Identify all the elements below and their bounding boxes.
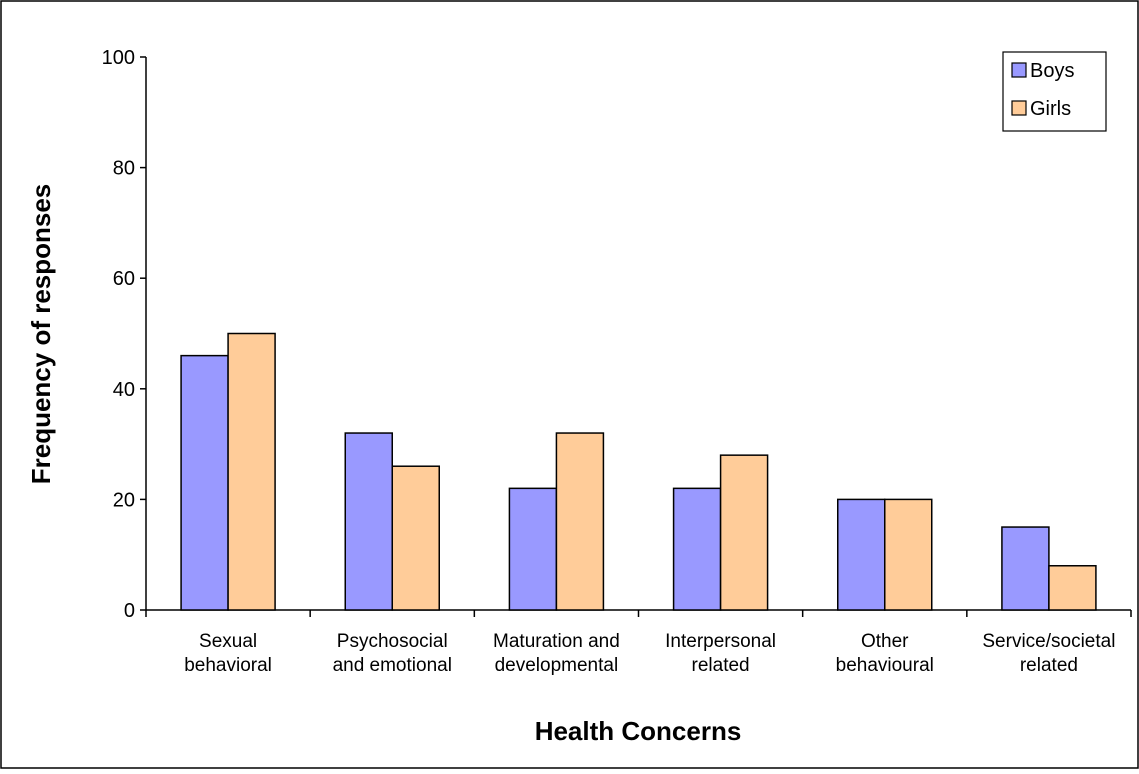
x-tick-label-line: behavioural [836,655,934,676]
y-tick-label: 80 [113,158,135,180]
y-tick-label: 60 [113,268,135,290]
x-tick-label-line: developmental [495,655,619,676]
bar-girls [227,332,276,611]
x-tick-label-line: Interpersonal [665,631,776,652]
x-tick-label-line: related [692,655,750,676]
legend-swatch-boys [1011,62,1027,78]
x-tick-label-line: and emotional [333,655,452,676]
x-axis: Sexual behavioral Psychosocial and emotiona… [145,609,1132,676]
x-tick-label-line: Service/societal [982,631,1115,652]
bar-boys [1001,526,1050,611]
bar-girls [719,454,769,611]
bar-girls [391,465,440,611]
x-tick-label-line: behavioral [184,655,272,676]
y-tick-label: 0 [124,600,135,622]
legend-swatch-girls [1011,100,1027,116]
legend: Boys Girls [1002,51,1107,132]
x-tick-label-line: Psychosocial [337,631,448,652]
x-axis-title: Health Concerns [535,716,742,746]
x-tick-label-line: Other [861,631,909,652]
y-tick-label: 100 [102,47,135,69]
x-tick-label-line: Sexual [199,631,257,652]
x-tick-label-line: Maturation and [493,631,620,652]
x-tick-label: Interpersonal related [665,631,776,676]
y-axis: 0 20 40 60 80 100 [102,47,147,622]
y-tick-label: 20 [113,489,135,511]
bar-boys [837,498,886,611]
bar-boys [344,432,393,611]
legend-label-boys: Boys [1030,60,1074,82]
bar-boys [672,487,722,611]
x-tick-label: Service/societal related [982,631,1115,676]
x-tick-label: Sexual behavioral [184,631,272,676]
x-tick-label: Maturation and developmental [493,631,620,676]
legend-label-girls: Girls [1030,98,1071,120]
y-tick-label: 40 [113,379,135,401]
bar-girls [555,432,605,611]
bar-girls [884,498,933,611]
x-tick-label-line: related [1020,655,1078,676]
bar-girls [1048,565,1097,611]
x-tick-label: Other behavioural [836,631,934,676]
y-axis-title: Frequency of responses [26,184,56,485]
bars [180,332,1097,611]
bar-boys [508,487,558,611]
x-tick-label: Psychosocial and emotional [333,631,452,676]
bar-boys [180,354,229,611]
